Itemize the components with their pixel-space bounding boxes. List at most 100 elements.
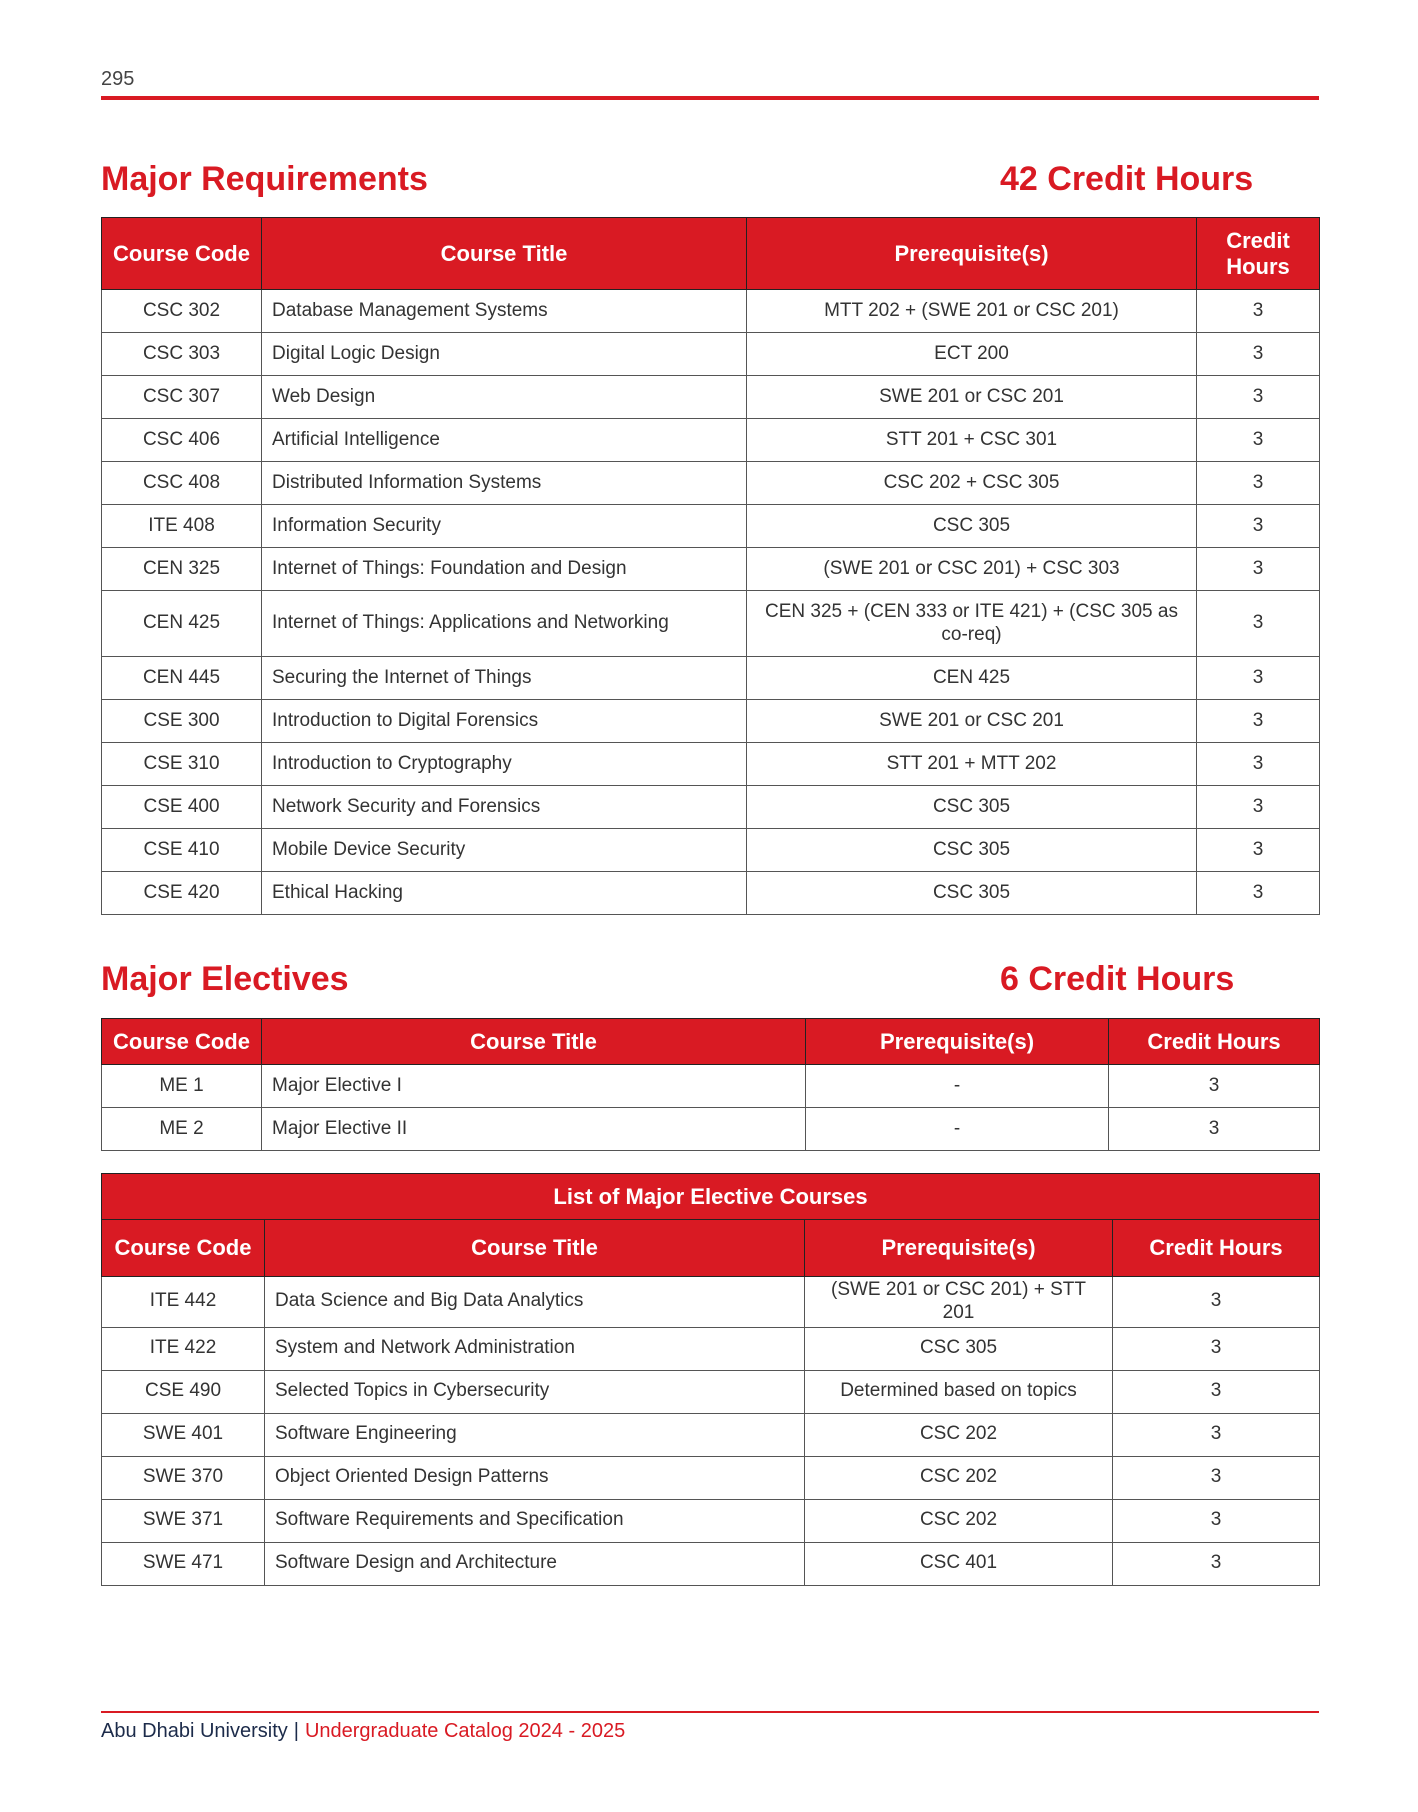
course-code: CSE 490	[101, 1369, 265, 1414]
credit-hours: 3	[1196, 418, 1320, 462]
column-header: Prerequisite(s)	[746, 217, 1197, 290]
major-requirements-heading: Major Requirements	[101, 160, 428, 198]
prerequisites: (SWE 201 or CSC 201) + CSC 303	[746, 547, 1197, 591]
course-title: Data Science and Big Data Analytics	[264, 1276, 805, 1328]
credit-hours: 3	[1196, 828, 1320, 872]
course-code: ME 2	[101, 1107, 262, 1151]
table-row: SWE 471 Software Design and Architecture C…	[101, 1541, 1321, 1586]
table-row: CSC 406 Artificial Intelligence STT 201 + …	[101, 418, 1320, 462]
course-code: CSC 303	[101, 332, 262, 376]
table-row: ITE 408 Information Security CSC 305 3	[101, 504, 1320, 548]
column-header: Prerequisite(s)	[804, 1219, 1113, 1277]
table-row: SWE 401 Software Engineering CSC 202 3	[101, 1412, 1321, 1457]
course-code: CSC 302	[101, 289, 262, 333]
prerequisites: CEN 425	[746, 656, 1197, 700]
table-row: CSE 400 Network Security and Forensics CSC…	[101, 785, 1320, 829]
course-title: Information Security	[261, 504, 747, 548]
table-row: CSE 490 Selected Topics in Cybersecurity D…	[101, 1369, 1321, 1414]
major-electives-table: Course Code Course Title Prerequisite(s)…	[101, 1018, 1320, 1151]
prerequisites: CSC 305	[804, 1326, 1113, 1371]
prerequisites: STT 201 + MTT 202	[746, 742, 1197, 786]
credit-hours: 3	[1196, 332, 1320, 376]
course-title: Selected Topics in Cybersecurity	[264, 1369, 805, 1414]
table-row: ITE 422 System and Network Administration…	[101, 1326, 1321, 1371]
course-code: CEN 445	[101, 656, 262, 700]
course-title: Securing the Internet of Things	[261, 656, 747, 700]
credit-hours: 3	[1108, 1107, 1320, 1151]
footer-catalog: Undergraduate Catalog 2024 - 2025	[304, 1720, 626, 1742]
credit-hours: 3	[1111, 1369, 1321, 1414]
course-title: Digital Logic Design	[261, 332, 747, 376]
table-row: ITE 442 Data Science and Big Data Analyti…	[101, 1276, 1321, 1328]
credit-hours: 3	[1111, 1276, 1321, 1328]
prerequisites: -	[805, 1107, 1109, 1151]
prerequisites: CSC 202 + CSC 305	[746, 461, 1197, 505]
column-header: Course Code	[101, 1219, 265, 1277]
course-code: CSC 307	[101, 375, 262, 419]
prerequisites: Determined based on topics	[804, 1369, 1113, 1414]
table-title: List of Major Elective Courses	[100, 1173, 1321, 1220]
course-title: Software Requirements and Specification	[264, 1498, 805, 1543]
column-header: Course Code	[101, 1018, 262, 1065]
credit-hours: 3	[1196, 504, 1320, 548]
prerequisites: CSC 202	[804, 1412, 1113, 1457]
prerequisites: CEN 325 + (CEN 333 or ITE 421) + (CSC 30…	[746, 590, 1197, 657]
course-code: CEN 425	[101, 590, 262, 657]
table-row: CSC 302 Database Management Systems MTT 20…	[101, 289, 1320, 333]
course-code: SWE 370	[101, 1455, 265, 1500]
column-header: Course Code	[101, 217, 262, 290]
credit-hours: 3	[1111, 1541, 1321, 1586]
credit-hours: 3	[1111, 1455, 1321, 1500]
header-divider	[101, 96, 1319, 100]
column-header: Course Title	[261, 217, 747, 290]
table-row: CEN 325 Internet of Things: Foundation an…	[101, 547, 1320, 591]
table-row: SWE 370 Object Oriented Design Patterns CS…	[101, 1455, 1321, 1500]
course-code: CEN 325	[101, 547, 262, 591]
credit-hours: 3	[1111, 1498, 1321, 1543]
prerequisites: CSC 202	[804, 1455, 1113, 1500]
course-title: Software Engineering	[264, 1412, 805, 1457]
prerequisites: SWE 201 or CSC 201	[746, 375, 1197, 419]
course-code: ME 1	[101, 1064, 262, 1108]
course-code: ITE 422	[101, 1326, 265, 1371]
course-code: CSE 400	[101, 785, 262, 829]
credit-hours: 3	[1196, 871, 1320, 915]
prerequisites: ECT 200	[746, 332, 1197, 376]
page-number: 295	[101, 68, 135, 90]
table-title-row: List of Major Elective Courses	[100, 1173, 1321, 1220]
credit-hours: 3	[1111, 1412, 1321, 1457]
course-title: Introduction to Cryptography	[261, 742, 747, 786]
elective-courses-table: List of Major Elective Courses Course Co…	[100, 1173, 1321, 1586]
course-title: Mobile Device Security	[261, 828, 747, 872]
prerequisites: CSC 401	[804, 1541, 1113, 1586]
course-code: CSC 408	[101, 461, 262, 505]
credit-hours: 3	[1196, 699, 1320, 743]
table-row: SWE 371 Software Requirements and Specifi…	[101, 1498, 1321, 1543]
course-title: Ethical Hacking	[261, 871, 747, 915]
credit-hours: 3	[1196, 656, 1320, 700]
course-title: Database Management Systems	[261, 289, 747, 333]
prerequisites: STT 201 + CSC 301	[746, 418, 1197, 462]
table-header-row: Course Code Course Title Prerequisite(s)…	[101, 1018, 1320, 1065]
table-header-row: Course Code Course Title Prerequisite(s)…	[101, 1219, 1321, 1277]
course-title: Distributed Information Systems	[261, 461, 747, 505]
prerequisites: -	[805, 1064, 1109, 1108]
course-title: Introduction to Digital Forensics	[261, 699, 747, 743]
prerequisites: CSC 305	[746, 504, 1197, 548]
table-row: CEN 445 Securing the Internet of Things CE…	[101, 656, 1320, 700]
footer-university: Abu Dhabi University	[101, 1720, 288, 1742]
prerequisites: CSC 305	[746, 871, 1197, 915]
course-title: Object Oriented Design Patterns	[264, 1455, 805, 1500]
credit-hours: 3	[1196, 590, 1320, 657]
credit-hours: 3	[1196, 289, 1320, 333]
table-header-row: Course Code Course Title Prerequisite(s)…	[101, 217, 1320, 290]
credit-hours: 3	[1196, 547, 1320, 591]
course-code: CSE 420	[101, 871, 262, 915]
credit-hours: 3	[1196, 742, 1320, 786]
major-requirements-table: Course Code Course Title Prerequisite(s)…	[101, 217, 1320, 915]
prerequisites: (SWE 201 or CSC 201) + STT 201	[804, 1276, 1113, 1328]
table-row: CSE 420 Ethical Hacking CSC 305 3	[101, 871, 1320, 915]
credit-hours: 3	[1196, 785, 1320, 829]
table-row: ME 1 Major Elective I-3	[101, 1064, 1320, 1108]
column-header: Course Title	[264, 1219, 805, 1277]
